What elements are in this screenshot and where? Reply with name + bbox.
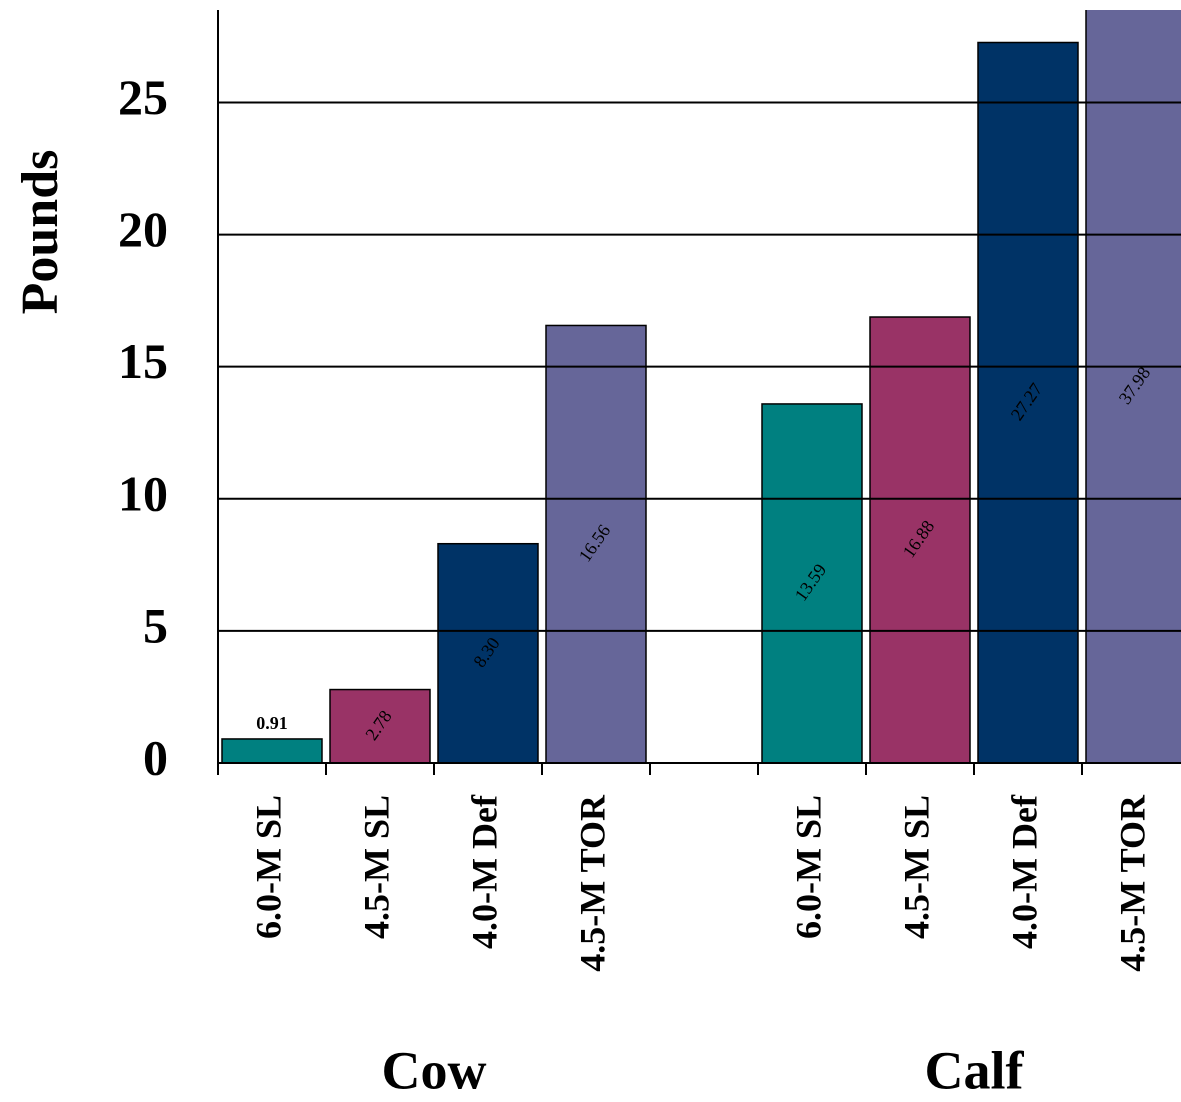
bar	[869, 316, 971, 764]
bar	[545, 324, 647, 764]
y-axis-label: Pounds	[12, 150, 69, 315]
y-tick-label: 0	[143, 729, 168, 785]
x-tick-label: 4.5-M SL	[896, 795, 936, 939]
y-tick-label: 20	[118, 201, 168, 257]
x-tick-label: 4.0-M Def	[1004, 794, 1044, 949]
x-tick-label: 4.5-M TOR	[1112, 794, 1152, 972]
bar	[761, 403, 863, 764]
x-tick-label: 4.5-M SL	[356, 795, 396, 939]
y-tick-label: 25	[118, 69, 168, 125]
bar	[1085, 10, 1181, 764]
x-tick-label: 4.0-M Def	[464, 794, 504, 949]
y-tick-label: 5	[143, 597, 168, 653]
group-label: Cow	[382, 1040, 487, 1100]
data-label: 0.91	[256, 713, 288, 733]
bar	[437, 542, 539, 764]
group-label: Calf	[925, 1040, 1025, 1100]
x-tick-label: 6.0-M SL	[788, 795, 828, 939]
x-tick-label: 6.0-M SL	[248, 795, 288, 939]
y-tick-label: 15	[118, 333, 168, 389]
plot-area	[221, 10, 1181, 764]
bar	[221, 738, 323, 764]
x-tick-label: 4.5-M TOR	[572, 794, 612, 972]
y-tick-label: 10	[118, 465, 168, 521]
bar	[977, 41, 1079, 764]
bar	[329, 688, 431, 764]
